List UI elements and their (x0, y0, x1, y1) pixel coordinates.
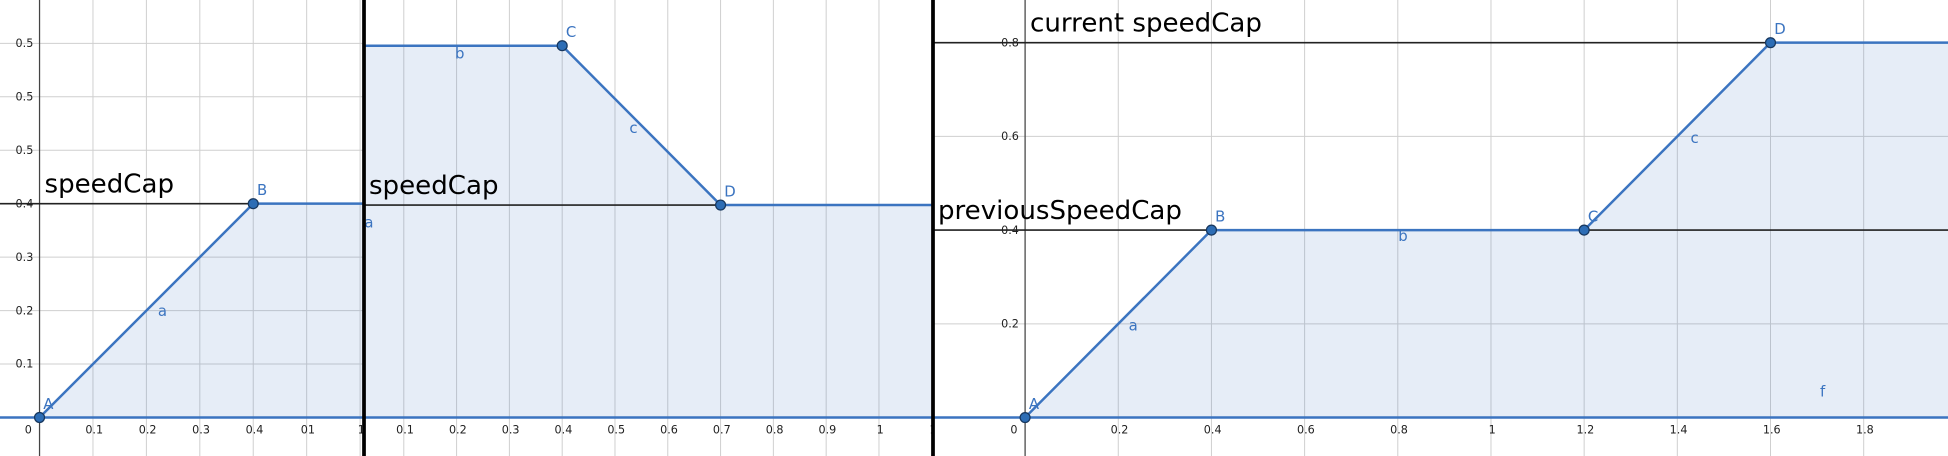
y-tick-label: 0.2 (1001, 318, 1019, 331)
point-label: A (1029, 395, 1040, 413)
segment-label: b (455, 44, 464, 62)
segment-label: f (1820, 382, 1826, 400)
x-tick-label: 0.1 (85, 424, 103, 437)
point-label: D (724, 182, 735, 200)
x-tick-label: 0 (1010, 424, 1017, 437)
point-label: D (1774, 20, 1785, 38)
point (1019, 411, 1031, 424)
point-label: C (566, 23, 576, 41)
y-tick-label: 0.1 (16, 358, 34, 371)
point (556, 40, 568, 52)
x-tick-label: 0.3 (502, 424, 520, 437)
area-fill (39, 203, 363, 418)
reference-label: current speedCap (1030, 8, 1262, 38)
segment-label: c (1690, 129, 1698, 147)
panel: speedCap A Ba 0 0.1 0.2 0.3 0.4 01 1 0.1 0.2 0.3 0.4 0… (0, 0, 365, 456)
segment-label: a (364, 213, 373, 231)
x-tick-label: 0.2 (449, 424, 467, 437)
y-tick-label: 0.5 (16, 144, 34, 157)
panel: previousSpeedCap current speedCap A B C Da b c f… (934, 0, 1948, 456)
y-tick-label: 0.2 (16, 304, 34, 317)
area-fill (365, 45, 932, 418)
segment-label: b (1398, 227, 1407, 245)
x-tick-label: 0.9 (819, 424, 837, 437)
x-tick-label: 1 (1489, 424, 1496, 437)
point-label: B (257, 181, 267, 199)
x-tick-label: 0.4 (246, 424, 264, 437)
x-tick-label: 0.2 (1111, 424, 1129, 437)
x-tick-label: 1 (877, 424, 884, 437)
y-tick-label: 0.8 (1001, 36, 1019, 49)
x-tick-label: 1.6 (1763, 424, 1781, 437)
segment-label: a (158, 302, 167, 320)
x-tick-label: 0.1 (396, 424, 414, 437)
point (247, 198, 259, 210)
reference-label: previousSpeedCap (938, 196, 1182, 226)
y-tick-label: 0.3 (16, 251, 34, 264)
point-label: A (43, 395, 54, 413)
segment-label: a (1129, 316, 1138, 334)
point (714, 199, 727, 211)
reference-label: speedCap (369, 171, 499, 201)
x-tick-label: 01 (301, 424, 315, 437)
y-tick-label: 0.6 (1001, 130, 1019, 143)
x-tick-label: 0.6 (660, 424, 678, 437)
point (1578, 224, 1590, 236)
x-tick-label: 0.8 (766, 424, 784, 437)
x-tick-label: 0 (25, 424, 32, 437)
y-tick-label: 0.4 (1001, 224, 1019, 237)
reference-label: speedCap (45, 169, 175, 199)
x-tick-label: 1.8 (1856, 424, 1874, 437)
y-tick-label: 0.5 (16, 37, 34, 50)
x-tick-label: 1.2 (1576, 424, 1594, 437)
x-tick-label: 0.7 (713, 424, 731, 437)
point (1764, 37, 1777, 49)
point-label: C (1588, 207, 1598, 225)
x-tick-label: 0.3 (192, 424, 210, 437)
x-tick-label: 0.4 (555, 424, 573, 437)
y-tick-label: 0.4 (16, 197, 34, 210)
x-tick-label: 0.8 (1390, 424, 1408, 437)
x-tick-label: 1 (358, 424, 365, 437)
x-tick-label: 0.5 (607, 424, 625, 437)
point-label: B (1215, 207, 1225, 225)
point (33, 411, 46, 424)
panel: speedCap C Db c a 0.1 0.2 0.3 0.4 0.5 0.6 0.7 0.8 0.9… (364, 0, 936, 456)
x-tick-label: 1 (929, 424, 936, 437)
point (1205, 224, 1218, 236)
segment-label: c (629, 119, 637, 137)
x-tick-label: 0.4 (1204, 424, 1222, 437)
x-tick-label: 0.6 (1297, 424, 1315, 437)
series-line (365, 44, 932, 207)
x-tick-label: 0.2 (139, 424, 157, 437)
y-tick-label: 0.5 (16, 91, 34, 104)
x-tick-label: 1.4 (1670, 424, 1688, 437)
